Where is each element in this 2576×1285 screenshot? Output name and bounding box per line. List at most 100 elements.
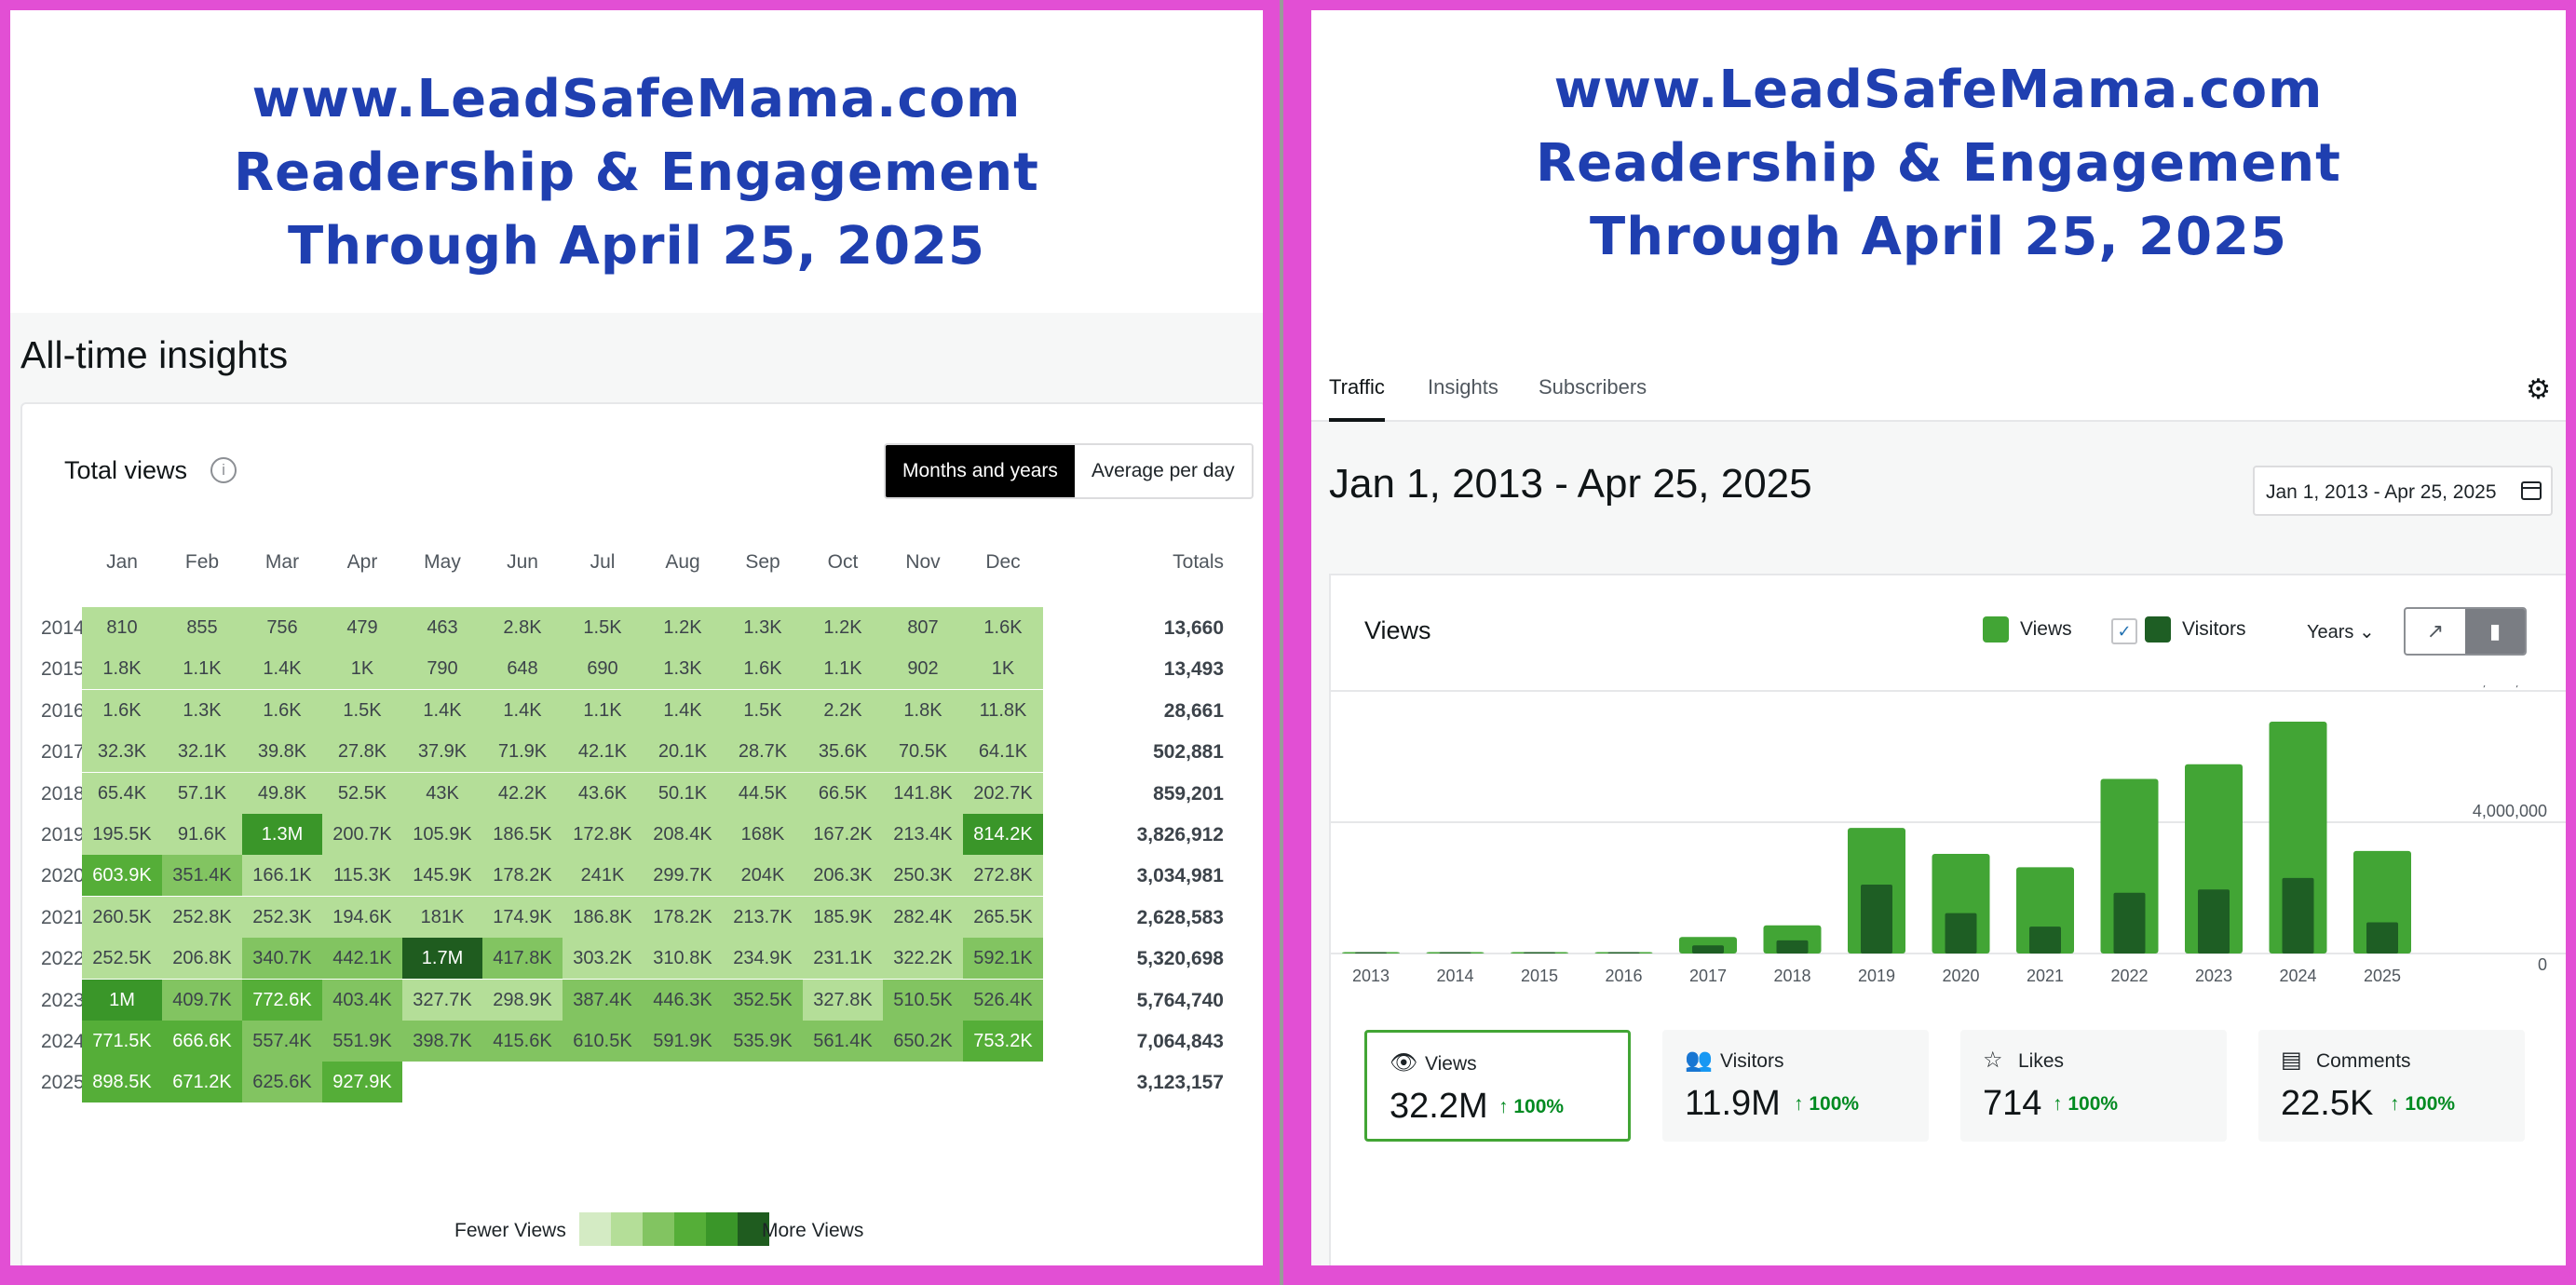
heatmap-cell[interactable]: 1.4K — [402, 689, 482, 731]
stat-card-likes[interactable]: ☆ Likes 714 ↑ 100% — [1960, 1030, 2227, 1142]
visitors-bar[interactable] — [1861, 884, 1892, 954]
visitors-bar[interactable] — [1524, 952, 1555, 954]
heatmap-cell[interactable]: 50.1K — [643, 772, 723, 814]
visitors-bar[interactable] — [1945, 913, 1977, 954]
visitors-bar[interactable] — [1776, 940, 1809, 954]
heatmap-cell[interactable]: 1.4K — [482, 689, 563, 731]
heatmap-cell[interactable]: 753.2K — [963, 1021, 1043, 1062]
heatmap-cell[interactable]: 204K — [723, 855, 803, 897]
heatmap-cell[interactable]: 1K — [963, 648, 1043, 690]
heatmap-cell[interactable]: 898.5K — [82, 1062, 162, 1103]
heatmap-cell[interactable]: 195.5K — [82, 814, 162, 855]
heatmap-cell[interactable]: 231.1K — [803, 938, 883, 980]
heatmap-cell[interactable]: 1.1K — [162, 648, 242, 690]
heatmap-cell[interactable]: 145.9K — [402, 855, 482, 897]
line-chart-icon[interactable]: ↗ — [2426, 619, 2445, 642]
heatmap-cell[interactable]: 535.9K — [723, 1021, 803, 1062]
heatmap-cell[interactable]: 1.7M — [402, 938, 482, 980]
visitors-bar[interactable] — [1607, 952, 1640, 954]
heatmap-cell[interactable]: 186.8K — [563, 896, 643, 938]
heatmap-cell[interactable]: 526.4K — [963, 979, 1043, 1021]
heatmap-cell[interactable]: 625.6K — [242, 1062, 322, 1103]
heatmap-cell[interactable]: 1.5K — [723, 689, 803, 731]
heatmap-cell[interactable]: 272.8K — [963, 855, 1043, 897]
stat-card-visitors[interactable]: 👥 Visitors 11.9M ↑ 100% — [1662, 1030, 1929, 1142]
heatmap-cell[interactable]: 70.5K — [883, 731, 963, 773]
heatmap-cell[interactable]: 398.7K — [402, 1021, 482, 1062]
heatmap-cell[interactable]: 810 — [82, 607, 162, 648]
heatmap-cell[interactable]: 250.3K — [883, 855, 963, 897]
heatmap-cell[interactable]: 32.3K — [82, 731, 162, 773]
heatmap-cell[interactable]: 2.2K — [803, 689, 883, 731]
heatmap-cell[interactable]: 49.8K — [242, 772, 322, 814]
heatmap-cell[interactable]: 234.9K — [723, 938, 803, 980]
heatmap-cell[interactable]: 1.6K — [963, 607, 1043, 648]
heatmap-cell[interactable]: 771.5K — [82, 1021, 162, 1062]
visitors-bar[interactable] — [2198, 889, 2230, 954]
heatmap-cell[interactable]: 690 — [563, 648, 643, 690]
heatmap-cell[interactable]: 1.8K — [883, 689, 963, 731]
heatmap-cell[interactable]: 403.4K — [322, 979, 402, 1021]
heatmap-cell[interactable]: 417.8K — [482, 938, 563, 980]
heatmap-cell[interactable]: 415.6K — [482, 1021, 563, 1062]
heatmap-cell[interactable]: 172.8K — [563, 814, 643, 855]
heatmap-cell[interactable]: 200.7K — [322, 814, 402, 855]
heatmap-cell[interactable]: 807 — [883, 607, 963, 648]
heatmap-cell[interactable]: 340.7K — [242, 938, 322, 980]
heatmap-cell[interactable]: 44.5K — [723, 772, 803, 814]
heatmap-cell[interactable]: 610.5K — [563, 1021, 643, 1062]
heatmap-cell[interactable]: 1.4K — [643, 689, 723, 731]
heatmap-cell[interactable]: 1.5K — [322, 689, 402, 731]
heatmap-cell[interactable]: 442.1K — [322, 938, 402, 980]
heatmap-cell[interactable]: 141.8K — [883, 772, 963, 814]
heatmap-cell[interactable]: 186.5K — [482, 814, 563, 855]
heatmap-cell[interactable]: 20.1K — [643, 731, 723, 773]
heatmap-cell[interactable]: 1.2K — [803, 607, 883, 648]
heatmap-cell[interactable]: 772.6K — [242, 979, 322, 1021]
visitors-bar[interactable] — [1692, 945, 1724, 954]
heatmap-cell[interactable]: 43K — [402, 772, 482, 814]
heatmap-cell[interactable]: 178.2K — [482, 855, 563, 897]
heatmap-cell[interactable]: 756 — [242, 607, 322, 648]
heatmap-cell[interactable]: 855 — [162, 607, 242, 648]
average-per-day-button[interactable]: Average per day — [1074, 445, 1252, 497]
heatmap-cell[interactable]: 1.1K — [563, 689, 643, 731]
heatmap-cell[interactable]: 591.9K — [643, 1021, 723, 1062]
heatmap-cell[interactable]: 11.8K — [963, 689, 1043, 731]
heatmap-cell[interactable]: 666.6K — [162, 1021, 242, 1062]
visitors-checkbox[interactable]: ✓ — [2111, 618, 2137, 644]
heatmap-cell[interactable]: 178.2K — [643, 896, 723, 938]
heatmap-cell[interactable]: 1.6K — [242, 689, 322, 731]
heatmap-cell[interactable]: 66.5K — [803, 772, 883, 814]
heatmap-cell[interactable]: 213.7K — [723, 896, 803, 938]
heatmap-cell[interactable]: 1.8K — [82, 648, 162, 690]
heatmap-cell[interactable]: 282.4K — [883, 896, 963, 938]
heatmap-cell[interactable]: 115.3K — [322, 855, 402, 897]
bar-chart-icon[interactable]: ▮ — [2465, 609, 2525, 654]
heatmap-cell[interactable]: 1.2K — [643, 607, 723, 648]
heatmap-cell[interactable]: 35.6K — [803, 731, 883, 773]
period-select[interactable]: Years ⌄ — [2307, 620, 2375, 643]
heatmap-cell[interactable]: 181K — [402, 896, 482, 938]
tab-traffic[interactable]: Traffic — [1329, 375, 1385, 422]
heatmap-cell[interactable]: 1.4K — [242, 648, 322, 690]
heatmap-cell[interactable]: 167.2K — [803, 814, 883, 855]
heatmap-cell[interactable]: 252.8K — [162, 896, 242, 938]
heatmap-cell[interactable]: 387.4K — [563, 979, 643, 1021]
heatmap-cell[interactable]: 1K — [322, 648, 402, 690]
stat-card-views[interactable]: 👁 Views 32.2M ↑ 100% — [1364, 1030, 1631, 1142]
heatmap-cell[interactable]: 1.3K — [643, 648, 723, 690]
heatmap-cell[interactable]: 352.5K — [723, 979, 803, 1021]
heatmap-cell[interactable]: 1.6K — [723, 648, 803, 690]
heatmap-cell[interactable]: 298.9K — [482, 979, 563, 1021]
heatmap-cell[interactable]: 557.4K — [242, 1021, 322, 1062]
date-range-picker[interactable]: Jan 1, 2013 - Apr 25, 2025 — [2253, 466, 2553, 516]
heatmap-cell[interactable]: 71.9K — [482, 731, 563, 773]
heatmap-cell[interactable]: 322.2K — [883, 938, 963, 980]
heatmap-cell[interactable]: 479 — [322, 607, 402, 648]
heatmap-cell[interactable]: 252.5K — [82, 938, 162, 980]
heatmap-cell[interactable]: 32.1K — [162, 731, 242, 773]
heatmap-cell[interactable]: 671.2K — [162, 1062, 242, 1103]
heatmap-cell[interactable]: 463 — [402, 607, 482, 648]
stat-card-comments[interactable]: ▤ Comments 22.5K ↑ 100% — [2258, 1030, 2525, 1142]
